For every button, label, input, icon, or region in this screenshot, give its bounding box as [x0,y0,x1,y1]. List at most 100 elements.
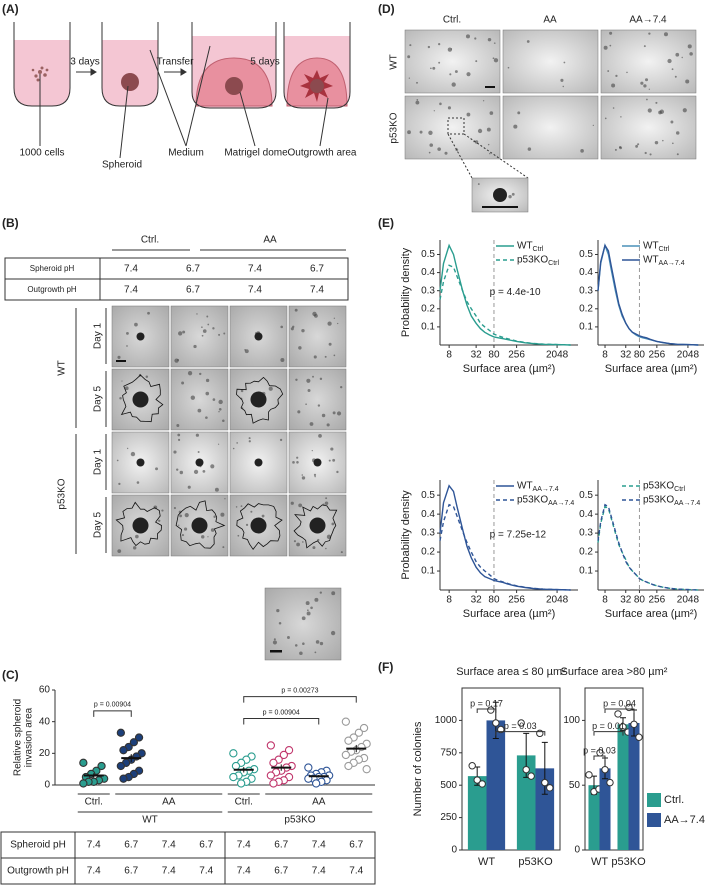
legend-label: p53KOCtrl [643,481,685,494]
speck [290,327,294,331]
speck [181,533,185,537]
speck [563,61,566,64]
speck [178,331,183,336]
speck [687,44,692,49]
column-header: AA→7.4 [629,15,667,26]
data-point [97,761,106,771]
replicate-point [473,776,481,784]
p-value: p = 7.25e-12 [490,530,547,541]
speck [177,358,180,361]
well [13,22,71,107]
y-axis-label: Probability density [400,490,412,580]
outgrowth-outline [175,500,226,549]
x-tick-label: WT [591,856,608,868]
speck [117,549,122,554]
speck [314,597,319,602]
speck [648,88,650,90]
speck [507,66,510,69]
speck [296,456,299,459]
x-tick-label: 8 [446,350,452,361]
speck [654,140,659,145]
y-tick-label: 60 [39,685,51,696]
speck [447,106,451,110]
speck [489,111,494,115]
speck [475,60,478,63]
data-point [341,750,350,760]
speck [408,77,410,79]
speck [333,317,336,319]
speck [213,515,216,518]
leaders [39,45,329,159]
speck [302,642,305,645]
speck [199,372,202,376]
y-tick-label: 750 [440,747,457,758]
replicate-point [606,778,614,787]
x-tick-label: 256 [508,595,525,606]
speck [336,411,342,416]
speck [301,616,306,621]
speck [218,399,223,405]
schematic-label: 1000 cells [19,148,64,159]
speck [214,487,219,492]
speck [218,407,222,411]
well [191,22,277,109]
legend-label: WTAA→7.4 [643,255,685,268]
speck [294,308,298,312]
speck [416,99,419,101]
table-cell: 7.4 [349,866,363,877]
speck [611,83,616,88]
significance-bracket [604,708,635,713]
speck [325,547,327,550]
step-label: 3 days [70,57,99,68]
group-label: AA [312,797,326,808]
speck [416,81,418,84]
speck [305,601,310,606]
medium [14,40,70,106]
column-header: Ctrl. [443,15,461,26]
speck [179,514,183,518]
spheroid [250,517,267,534]
panel-label: (B) [2,216,19,230]
speck [333,354,336,357]
speck [517,111,521,115]
table-cell: 7.4 [248,285,262,296]
arrows [76,68,187,76]
speck [609,31,613,35]
group-label: Ctrl. [235,797,253,808]
speck [201,535,205,539]
replicate-point [536,729,544,738]
speck [419,130,423,134]
spheroid [136,458,145,467]
table-cell: 7.4 [162,840,176,851]
x-tick-label: 8 [602,350,608,361]
p-value: p = 0.03 [583,745,616,755]
replicate-point [635,733,643,741]
y-tick-label: 0.1 [421,322,435,333]
speck [454,70,458,74]
outgrowth-outline [236,376,284,424]
speck [487,37,492,42]
speck [649,153,652,156]
speck [474,37,477,40]
row-label: Spheroid pH [10,840,66,851]
speck [177,438,181,441]
speck [222,546,225,549]
speck [325,497,328,500]
speck [336,470,339,474]
speck [675,131,680,135]
bar [617,724,629,850]
genotype-label: WT [142,815,158,826]
speck [126,331,129,335]
speck [280,325,284,329]
data-point [284,746,294,755]
speck [614,148,617,151]
significance-bracket [243,718,320,725]
speck [292,461,295,464]
x-tick-label: 32 [620,595,632,606]
table-cell: 6.7 [274,840,288,851]
speck [117,355,121,359]
speck [603,45,608,50]
speck [302,541,304,543]
speck [314,651,317,654]
p-value: p = 0.00273 [281,687,318,694]
